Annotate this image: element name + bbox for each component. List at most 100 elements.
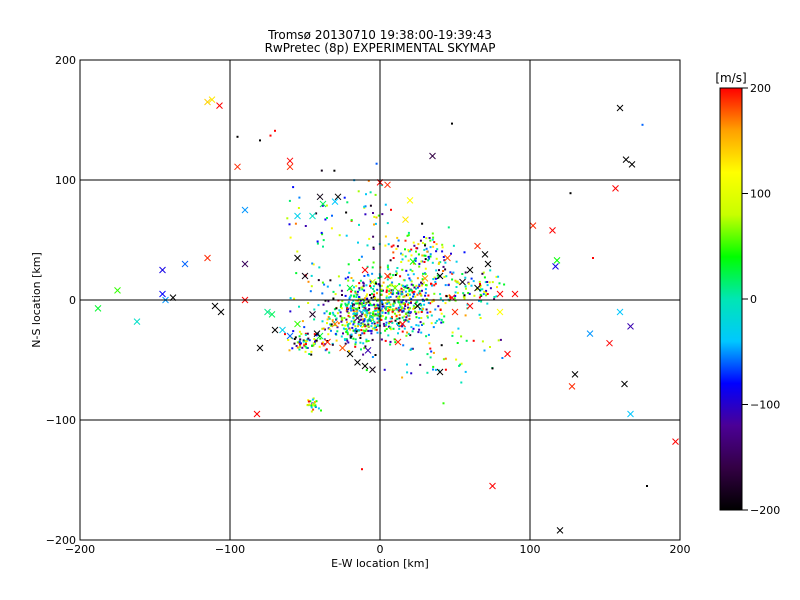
data-point-dot <box>365 311 368 314</box>
data-point-x <box>489 482 496 490</box>
data-point-dot <box>387 311 390 313</box>
data-point-dot <box>463 251 466 254</box>
data-point-dot <box>335 318 338 321</box>
data-point-dot <box>407 249 410 252</box>
data-point-dot <box>348 350 351 353</box>
data-point-dot <box>405 269 408 272</box>
data-point-dot <box>330 329 332 332</box>
data-point-dot <box>360 302 363 305</box>
data-point-x <box>361 362 369 370</box>
data-point-dot <box>463 294 466 297</box>
data-point-dot <box>429 253 432 256</box>
data-point-dot <box>385 306 388 309</box>
data-point-dot <box>424 267 427 270</box>
data-point-dot <box>433 292 436 295</box>
data-point-dot <box>355 296 358 298</box>
data-point-dot <box>372 246 375 249</box>
data-point-x <box>616 104 624 112</box>
data-point-dot <box>384 317 387 320</box>
data-point-dot <box>299 345 302 348</box>
data-point-dot <box>358 288 361 291</box>
data-point-dot <box>366 293 369 296</box>
data-point-dot <box>371 304 374 307</box>
data-point-x <box>504 350 511 358</box>
data-point-dot <box>385 328 388 330</box>
data-point-dot <box>426 316 429 319</box>
data-point-dot <box>405 287 408 289</box>
data-point-dot <box>646 485 648 487</box>
data-point-dot <box>352 299 355 302</box>
data-point-dot <box>362 282 365 285</box>
data-point-x <box>496 308 504 316</box>
data-point-dot <box>398 324 400 327</box>
data-point-dot <box>424 258 427 261</box>
data-point-dot <box>421 222 424 225</box>
data-point-dot <box>472 280 475 283</box>
cluster-2 <box>293 297 412 356</box>
data-point-dot <box>322 303 325 306</box>
data-point-dot <box>376 307 379 309</box>
data-point-dot <box>376 292 378 295</box>
data-point-dot <box>376 317 379 320</box>
data-point-dot <box>437 263 440 265</box>
data-point-dot <box>310 353 313 356</box>
data-point-dot <box>377 304 380 307</box>
data-point-dot <box>460 335 463 338</box>
data-point-dot <box>409 279 412 282</box>
data-point-dot <box>398 289 401 292</box>
data-point-dot <box>357 329 360 331</box>
data-point-dot <box>369 319 372 322</box>
data-point-dot <box>641 123 644 126</box>
data-point-dot <box>467 292 470 294</box>
data-point-dot <box>353 303 355 306</box>
data-point-dot <box>340 335 343 338</box>
data-point-dot <box>421 324 423 326</box>
data-point-x <box>496 290 504 298</box>
data-point-dot <box>346 329 348 332</box>
data-point-dot <box>415 257 417 260</box>
data-point-dot <box>375 309 378 312</box>
data-point-dot <box>390 282 393 285</box>
data-point-x <box>319 200 327 208</box>
data-point-dot <box>365 338 368 341</box>
data-point-dot <box>482 271 485 274</box>
data-point-dot <box>384 339 387 342</box>
data-point-dot <box>347 308 350 311</box>
data-point-dot <box>360 325 362 327</box>
data-point-dot <box>439 293 442 296</box>
data-point-x <box>294 320 301 328</box>
data-point-dot <box>464 271 467 274</box>
data-point-dot <box>404 303 406 306</box>
data-point-dot <box>332 290 335 293</box>
data-point-dot <box>423 254 426 257</box>
data-point-dot <box>384 325 387 328</box>
data-point-dot <box>340 316 343 319</box>
data-point-dot <box>434 280 437 283</box>
chart-subtitle: RwPretec (8p) EXPERIMENTAL SKYMAP <box>265 41 496 55</box>
data-point-x <box>394 338 402 346</box>
data-point-dot <box>438 318 441 321</box>
data-point-dot <box>426 315 429 318</box>
data-point-dot <box>483 276 486 279</box>
data-point-dot <box>327 300 330 303</box>
data-point-dot <box>371 356 374 358</box>
data-point-dot <box>296 250 299 253</box>
data-point-dot <box>592 257 594 259</box>
data-point-dot <box>288 349 291 352</box>
data-point-dot <box>371 272 374 275</box>
data-point-x <box>159 266 166 274</box>
data-point-dot <box>331 343 334 346</box>
data-point-dot <box>340 318 343 321</box>
data-point-dot <box>366 320 369 323</box>
data-point-dot <box>330 323 333 326</box>
data-point-dot <box>423 236 425 238</box>
data-point-dot <box>388 301 391 304</box>
data-point-dot <box>473 294 476 297</box>
data-point-dot <box>345 305 348 308</box>
data-point-dot <box>345 331 348 333</box>
data-point-x <box>621 380 628 388</box>
data-point-dot <box>338 284 341 287</box>
data-point-dot <box>432 351 435 354</box>
data-point-dot <box>423 303 426 306</box>
data-point-dot <box>339 315 342 318</box>
